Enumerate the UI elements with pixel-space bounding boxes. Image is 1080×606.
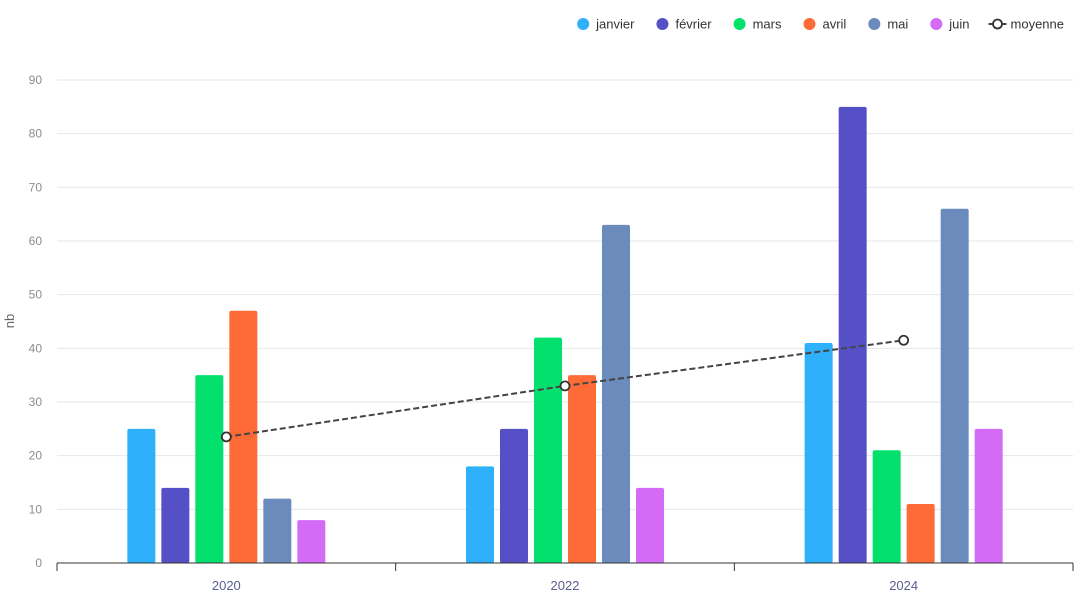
bar-janvier-2020[interactable] xyxy=(127,428,156,563)
average-point-2022[interactable] xyxy=(559,380,571,392)
bar-mai-2024[interactable] xyxy=(940,208,969,564)
bar-février-2020[interactable] xyxy=(161,487,190,563)
x-tick-label: 2020 xyxy=(212,578,241,593)
y-axis: 0 10 20 30 40 50 60 70 80 90 xyxy=(29,73,43,570)
legend-item-moyenne[interactable]: moyenne xyxy=(988,17,1064,32)
legend-label: février xyxy=(675,17,712,32)
bar-janvier-2022[interactable] xyxy=(466,466,494,563)
legend-marker xyxy=(803,18,816,30)
legend-label: mai xyxy=(887,17,908,32)
bar-février-2024[interactable] xyxy=(838,106,867,563)
legend-item-février[interactable]: février xyxy=(656,17,712,32)
legend-marker xyxy=(733,18,746,30)
bar-avril-2022[interactable] xyxy=(568,375,596,563)
average-point-2020[interactable] xyxy=(220,431,232,443)
y-tick-label: 90 xyxy=(29,73,43,87)
legend-item-janvier[interactable]: janvier xyxy=(577,17,635,32)
y-axis-label: nb xyxy=(2,314,17,328)
y-tick-label: 20 xyxy=(29,449,43,463)
legend-marker xyxy=(992,18,1003,30)
y-tick-label: 50 xyxy=(29,288,43,302)
bar-mai-2020[interactable] xyxy=(263,498,292,563)
legend-label: mars xyxy=(753,17,782,32)
bar-février-2022[interactable] xyxy=(500,428,528,563)
bar-mars-2022[interactable] xyxy=(534,337,562,563)
average-point-2024[interactable] xyxy=(898,334,910,346)
y-tick-label: 70 xyxy=(29,180,43,194)
y-tick-label: 10 xyxy=(29,502,43,516)
legend-item-mars[interactable]: mars xyxy=(733,17,782,32)
legend-item-mai[interactable]: mai xyxy=(868,17,908,32)
bar-mars-2020[interactable] xyxy=(195,375,224,563)
bar-avril-2024[interactable] xyxy=(906,503,935,563)
legend-marker xyxy=(656,18,669,30)
legend-label: janvier xyxy=(595,17,635,32)
bar-avril-2020[interactable] xyxy=(229,310,258,563)
bar-mars-2024[interactable] xyxy=(872,450,901,563)
average-line xyxy=(220,334,910,443)
legend-label: moyenne xyxy=(1011,17,1064,32)
legend-marker xyxy=(930,18,943,30)
legend-item-juin[interactable]: juin xyxy=(930,17,970,32)
x-tick-label: 2024 xyxy=(889,578,918,593)
legend-item-avril[interactable]: avril xyxy=(803,17,846,32)
x-axis: 2020 2022 2024 xyxy=(56,562,1074,593)
bar-mai-2022[interactable] xyxy=(602,224,630,563)
bar-juin-2022[interactable] xyxy=(636,487,664,563)
bar-janvier-2024[interactable] xyxy=(804,342,833,563)
legend-label: avril xyxy=(822,17,846,32)
y-tick-label: 80 xyxy=(29,127,43,141)
legend: janvier février mars avril mai juin moyenne xyxy=(577,17,1064,32)
y-tick-label: 60 xyxy=(29,234,43,248)
bar-juin-2020[interactable] xyxy=(297,520,326,563)
grid xyxy=(57,79,1073,510)
legend-marker xyxy=(577,18,590,30)
legend-marker xyxy=(868,18,881,30)
bar-juin-2024[interactable] xyxy=(974,428,1003,563)
y-tick-label: 30 xyxy=(29,395,43,409)
y-tick-label: 40 xyxy=(29,341,43,355)
y-tick-label: 0 xyxy=(35,556,42,570)
bars xyxy=(127,106,1003,564)
legend-label: juin xyxy=(948,17,969,32)
x-tick-label: 2022 xyxy=(551,578,580,593)
